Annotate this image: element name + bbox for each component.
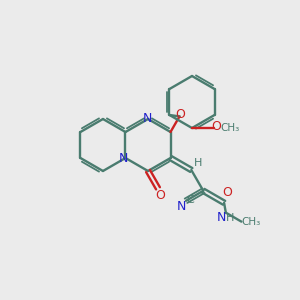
Text: O: O bbox=[211, 121, 221, 134]
Text: O: O bbox=[155, 189, 165, 202]
Text: CH₃: CH₃ bbox=[220, 123, 240, 133]
Text: O: O bbox=[176, 108, 185, 121]
Text: N: N bbox=[142, 112, 152, 124]
Text: H: H bbox=[194, 158, 202, 168]
Text: N: N bbox=[176, 200, 186, 213]
Text: C: C bbox=[186, 195, 194, 205]
Text: O: O bbox=[222, 186, 232, 199]
Text: H: H bbox=[226, 213, 234, 223]
Text: N: N bbox=[119, 152, 128, 164]
Text: N: N bbox=[217, 211, 226, 224]
Text: CH₃: CH₃ bbox=[242, 217, 261, 226]
